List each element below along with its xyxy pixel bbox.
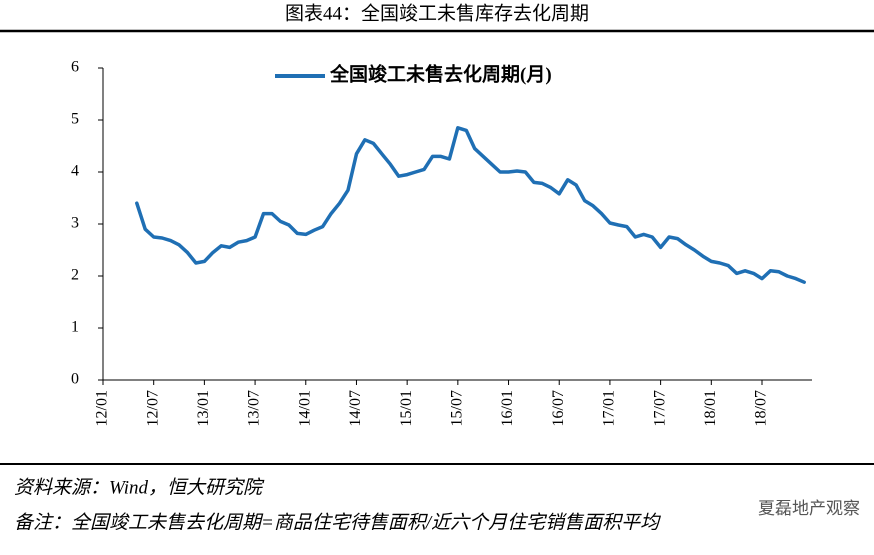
series-line <box>135 126 806 284</box>
legend-label: 全国竣工未售去化周期(月) <box>329 62 552 85</box>
y-tick-label: 6 <box>71 59 79 76</box>
x-tick-label: 14/01 <box>296 390 313 426</box>
watermark: 夏磊地产观察 <box>758 499 860 518</box>
x-tick-label: 15/01 <box>398 390 415 426</box>
y-tick-label: 0 <box>71 371 79 388</box>
source-text: 资料来源：Wind，恒大研究院 <box>14 476 265 498</box>
note-text: 备注：全国竣工未售去化周期=商品住宅待售面积/近六个月住宅销售面积平均 <box>14 511 661 533</box>
x-tick-label: 13/07 <box>246 390 263 426</box>
x-tick-label: 17/07 <box>651 390 668 426</box>
x-tick-label: 13/01 <box>195 390 212 426</box>
x-tick-label: 18/01 <box>702 390 719 426</box>
x-tick-label: 12/01 <box>94 390 111 426</box>
x-tick-label: 17/01 <box>601 390 618 426</box>
x-tick-label: 12/07 <box>144 390 161 426</box>
chart-title: 图表44：全国竣工未售库存去化周期 <box>285 2 589 24</box>
y-tick-label: 4 <box>71 163 79 180</box>
x-tick-label: 16/01 <box>499 390 516 426</box>
y-tick-label: 1 <box>71 319 79 336</box>
x-tick-label: 14/07 <box>347 390 364 426</box>
y-tick-label: 5 <box>71 111 79 128</box>
y-tick-label: 3 <box>71 215 79 232</box>
x-tick-label: 18/07 <box>753 390 770 426</box>
y-tick-label: 2 <box>71 267 79 284</box>
x-tick-label: 16/07 <box>550 390 567 426</box>
x-tick-label: 15/07 <box>449 390 466 426</box>
